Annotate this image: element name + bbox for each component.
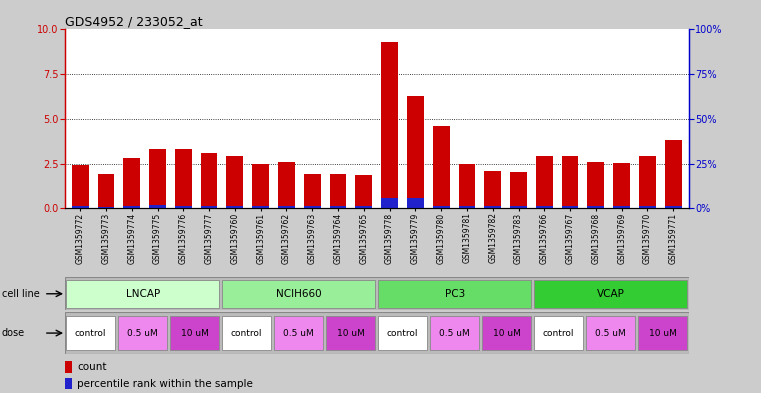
Bar (536, 156, 552, 208)
Bar (562, 156, 578, 208)
Bar (65, 361, 72, 373)
Bar (278, 162, 295, 208)
FancyBboxPatch shape (274, 316, 323, 351)
Bar (304, 174, 320, 208)
FancyBboxPatch shape (378, 280, 531, 308)
FancyBboxPatch shape (170, 316, 219, 351)
Text: 0.5 uM: 0.5 uM (595, 329, 626, 338)
Bar (613, 163, 630, 208)
FancyBboxPatch shape (430, 316, 479, 351)
FancyBboxPatch shape (534, 280, 687, 308)
FancyBboxPatch shape (638, 316, 687, 351)
Bar (407, 198, 424, 208)
Bar (149, 205, 166, 208)
Bar (433, 206, 450, 208)
Bar (665, 140, 682, 208)
Bar (459, 206, 476, 208)
FancyBboxPatch shape (65, 312, 689, 354)
Bar (407, 95, 424, 208)
Bar (97, 206, 114, 208)
Text: GDS4952 / 233052_at: GDS4952 / 233052_at (65, 15, 202, 28)
FancyBboxPatch shape (482, 316, 531, 351)
Bar (587, 162, 604, 208)
Bar (381, 42, 398, 208)
FancyBboxPatch shape (65, 277, 689, 310)
Bar (355, 206, 372, 208)
Bar (175, 149, 192, 208)
Text: 10 uM: 10 uM (493, 329, 521, 338)
Bar (253, 163, 269, 208)
Bar (613, 206, 630, 208)
Bar (201, 206, 218, 208)
Bar (639, 206, 656, 208)
Text: count: count (77, 362, 107, 372)
Bar (72, 206, 88, 208)
Text: 10 uM: 10 uM (181, 329, 209, 338)
FancyBboxPatch shape (326, 316, 375, 351)
Text: 0.5 uM: 0.5 uM (127, 329, 158, 338)
Bar (433, 126, 450, 208)
FancyBboxPatch shape (66, 316, 116, 351)
Text: control: control (543, 329, 575, 338)
Bar (484, 171, 501, 208)
Bar (381, 198, 398, 208)
Bar (278, 206, 295, 208)
Text: 10 uM: 10 uM (649, 329, 677, 338)
Text: NCIH660: NCIH660 (276, 289, 321, 299)
Bar (665, 206, 682, 208)
Text: 0.5 uM: 0.5 uM (283, 329, 314, 338)
Text: cell line: cell line (2, 289, 40, 299)
Bar (123, 206, 140, 208)
Bar (536, 206, 552, 208)
Bar (510, 172, 527, 208)
FancyBboxPatch shape (586, 316, 635, 351)
Bar (253, 206, 269, 208)
Bar (149, 149, 166, 208)
Bar (304, 206, 320, 208)
Bar (459, 165, 476, 208)
Bar (175, 206, 192, 208)
FancyBboxPatch shape (222, 280, 375, 308)
Bar (639, 156, 656, 208)
Text: percentile rank within the sample: percentile rank within the sample (77, 379, 253, 389)
FancyBboxPatch shape (534, 316, 584, 351)
Text: 10 uM: 10 uM (337, 329, 365, 338)
Text: LNCAP: LNCAP (126, 289, 160, 299)
FancyBboxPatch shape (118, 316, 167, 351)
Bar (355, 175, 372, 208)
FancyBboxPatch shape (66, 280, 219, 308)
Text: 0.5 uM: 0.5 uM (439, 329, 470, 338)
Bar (123, 158, 140, 208)
Bar (97, 174, 114, 208)
Text: dose: dose (2, 328, 24, 338)
Bar (65, 378, 72, 389)
Bar (587, 206, 604, 208)
Bar (227, 156, 244, 208)
FancyBboxPatch shape (378, 316, 428, 351)
Bar (510, 206, 527, 208)
Bar (562, 206, 578, 208)
Text: control: control (75, 329, 107, 338)
Bar (484, 206, 501, 208)
Bar (72, 165, 88, 208)
Bar (330, 174, 346, 208)
FancyBboxPatch shape (222, 316, 272, 351)
Text: VCAP: VCAP (597, 289, 625, 299)
Text: control: control (231, 329, 263, 338)
Text: PC3: PC3 (444, 289, 465, 299)
Bar (227, 206, 244, 208)
Bar (201, 153, 218, 208)
Bar (330, 206, 346, 208)
Text: control: control (387, 329, 419, 338)
